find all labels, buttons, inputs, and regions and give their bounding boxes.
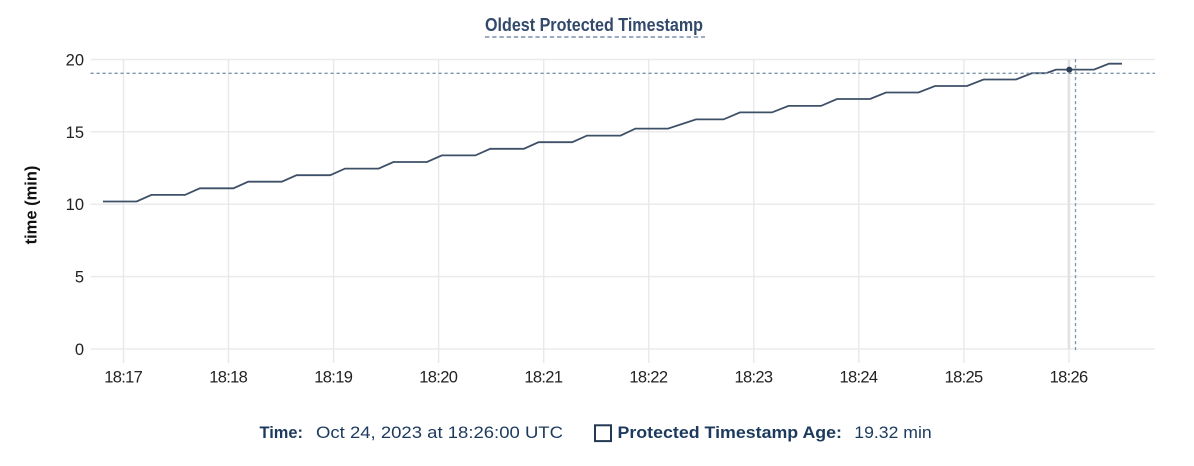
svg-text:18:24: 18:24 xyxy=(840,369,879,387)
svg-text:18:26: 18:26 xyxy=(1050,369,1089,387)
svg-text:18:20: 18:20 xyxy=(419,369,458,387)
svg-text:18:17: 18:17 xyxy=(104,369,143,387)
svg-text:18:19: 18:19 xyxy=(314,369,353,387)
svg-text:18:22: 18:22 xyxy=(629,369,668,387)
svg-text:Oldest Protected Timestamp: Oldest Protected Timestamp xyxy=(485,14,703,35)
svg-text:18:23: 18:23 xyxy=(735,369,774,387)
svg-text:time (min): time (min) xyxy=(23,166,41,245)
svg-text:0: 0 xyxy=(75,341,84,359)
svg-text:18:18: 18:18 xyxy=(209,369,248,387)
svg-text:20: 20 xyxy=(66,52,84,70)
svg-text:10: 10 xyxy=(66,196,84,214)
svg-text:18:21: 18:21 xyxy=(524,369,563,387)
svg-text:5: 5 xyxy=(75,269,84,287)
svg-text:Oct 24, 2023 at 18:26:00 UTC: Oct 24, 2023 at 18:26:00 UTC xyxy=(316,423,563,442)
svg-text:Protected Timestamp Age:: Protected Timestamp Age: xyxy=(618,423,843,442)
svg-text:18:25: 18:25 xyxy=(945,369,984,387)
svg-text:19.32 min: 19.32 min xyxy=(854,423,931,442)
svg-text:15: 15 xyxy=(66,124,84,142)
svg-text:Time:: Time: xyxy=(260,423,304,442)
